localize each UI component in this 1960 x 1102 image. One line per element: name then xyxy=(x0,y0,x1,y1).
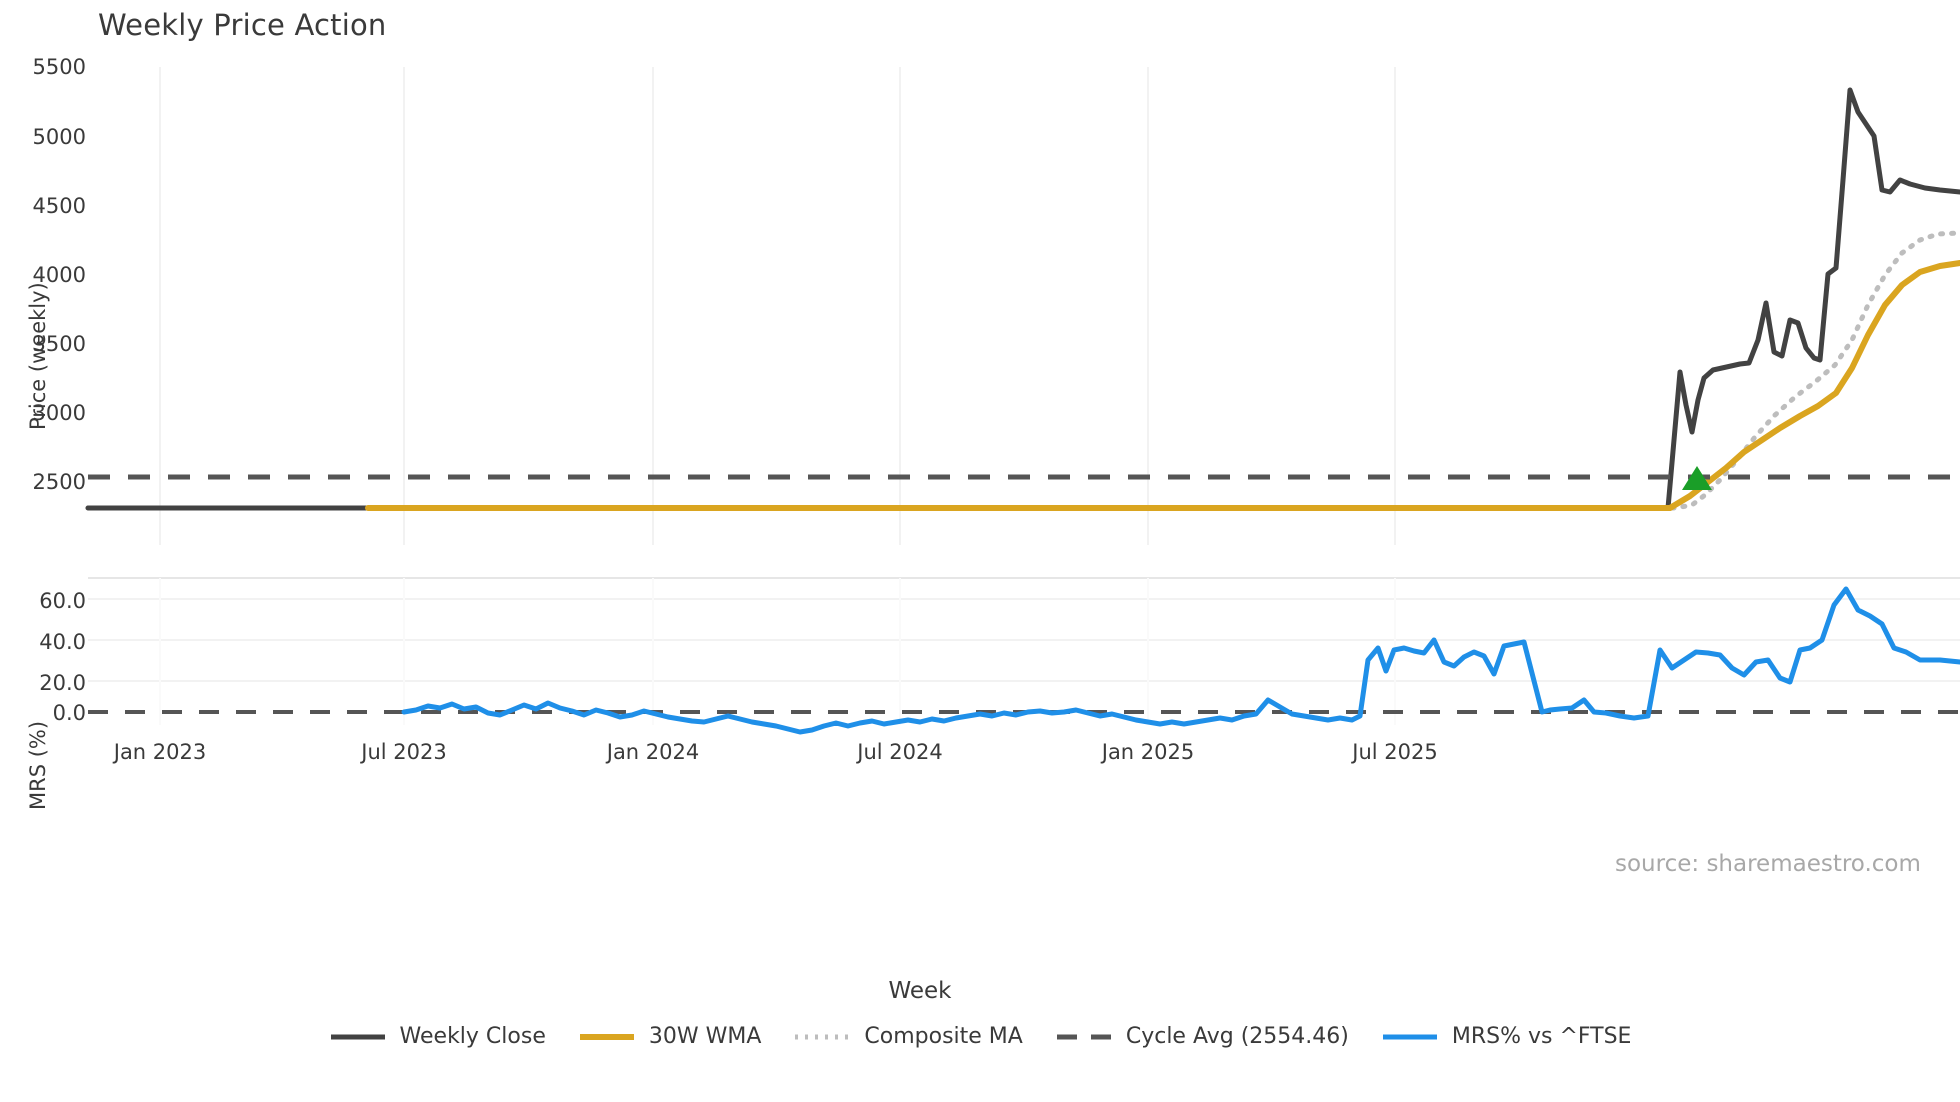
price-ytick-4500: 4500 xyxy=(32,194,86,218)
xtick-jan-2025: Jan 2025 xyxy=(1101,740,1195,764)
legend-label-30w-wma: 30W WMA xyxy=(648,1024,762,1049)
xtick-jan-2024: Jan 2024 xyxy=(606,740,700,764)
xtick-jan-2023: Jan 2023 xyxy=(113,740,207,764)
legend-label-composite-ma: Composite MA xyxy=(864,1024,1023,1049)
legend-line-icon-30w-wma xyxy=(578,1026,636,1048)
x-axis-label: Week xyxy=(0,978,1960,1004)
legend-line-icon-mrs-vs-ftse xyxy=(1381,1026,1439,1048)
mrs-ytick-20: 20.0 xyxy=(39,671,86,695)
mrs-ytick-40: 40.0 xyxy=(39,630,86,654)
legend-item-composite-ma[interactable]: Composite MA xyxy=(793,1024,1023,1049)
xtick-jul-2023: Jul 2023 xyxy=(361,740,447,764)
chart-legend: Weekly Close 30W WMA Composite MA Cycle … xyxy=(0,1024,1960,1049)
legend-item-mrs-vs-ftse[interactable]: MRS% vs ^FTSE xyxy=(1381,1024,1632,1049)
legend-label-mrs-vs-ftse: MRS% vs ^FTSE xyxy=(1451,1024,1632,1049)
legend-line-icon-cycle-avg xyxy=(1055,1026,1113,1048)
x-axis-label-text: Week xyxy=(888,978,952,1004)
price-ytick-3500: 3500 xyxy=(32,332,86,356)
legend-line-icon-weekly-close xyxy=(329,1026,387,1048)
legend-item-cycle-avg[interactable]: Cycle Avg (2554.46) xyxy=(1055,1024,1349,1049)
series-weekly-close xyxy=(85,87,1960,511)
mrs-grid xyxy=(88,577,1960,725)
price-ytick-2500: 2500 xyxy=(32,470,86,494)
price-ytick-3000: 3000 xyxy=(32,401,86,425)
legend-item-30w-wma[interactable]: 30W WMA xyxy=(578,1024,762,1049)
source-watermark: source: sharemaestro.com xyxy=(1615,851,1921,877)
series-mrs-pct xyxy=(401,586,1960,735)
price-ytick-5000: 5000 xyxy=(32,125,86,149)
legend-item-weekly-close[interactable]: Weekly Close xyxy=(329,1024,546,1049)
legend-label-cycle-avg: Cycle Avg (2554.46) xyxy=(1125,1024,1349,1049)
price-grid xyxy=(159,67,1396,545)
series-composite-ma xyxy=(85,230,1960,511)
legend-label-weekly-close: Weekly Close xyxy=(399,1024,546,1049)
xtick-jul-2025: Jul 2025 xyxy=(1352,740,1438,764)
page-title: Weekly Price Action xyxy=(98,8,387,42)
entry-marker-icon xyxy=(1682,466,1712,490)
legend-line-icon-composite-ma xyxy=(793,1026,851,1048)
price-ytick-4000: 4000 xyxy=(32,263,86,287)
mrs-ytick-60: 60.0 xyxy=(39,589,86,613)
series-30w-wma xyxy=(365,260,1960,511)
mrs-ytick-0: 0.0 xyxy=(52,701,86,725)
price-ytick-5500: 5500 xyxy=(32,55,86,79)
xtick-jul-2024: Jul 2024 xyxy=(857,740,943,764)
